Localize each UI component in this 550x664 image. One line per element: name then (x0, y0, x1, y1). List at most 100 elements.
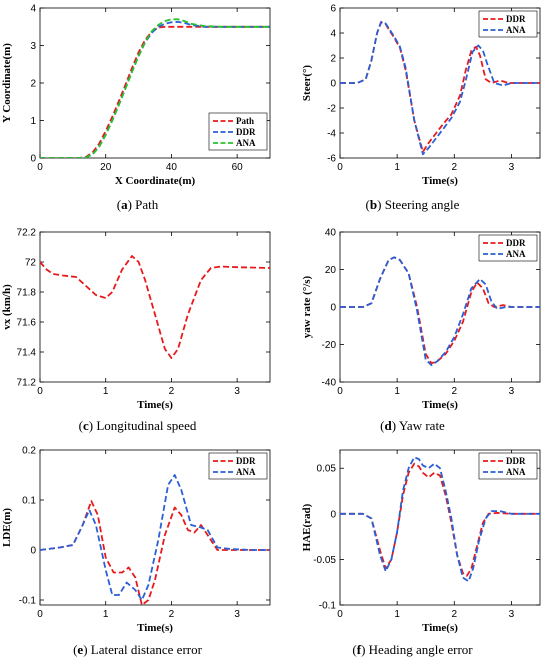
x-tick-label: 2 (452, 162, 458, 173)
y-tick-label: 0.05 (317, 464, 337, 475)
y-tick-label: 0.2 (22, 446, 36, 457)
y-tick-label: 40 (325, 228, 337, 239)
legend-entry: ANA (506, 25, 526, 35)
x-tick-label: 2 (169, 609, 175, 620)
caption-f: (f) Heading angle error (352, 642, 473, 657)
legend-entry: ANA (506, 467, 526, 477)
series-line-path (40, 25, 270, 158)
legend-entry: DDR (506, 238, 526, 248)
series-line-ana (340, 456, 540, 583)
caption-text: Heading angle error (368, 642, 473, 657)
x-tick-label: 3 (509, 609, 515, 620)
chart-panel-b: 0 1 2 3 -6 -4 -2 0 2 4 6 Time(s) Steer(°) DDR ANA (275, 0, 550, 198)
y-tick-label: 71.2 (17, 378, 37, 389)
y-tick-label: 0 (330, 303, 336, 314)
chart-svg-d: 0 1 2 3 -40 -20 0 20 40 Time(s) yaw rate (°/s) DDRA… (301, 228, 541, 411)
x-tick-label: 3 (509, 386, 515, 397)
x-tick-label: 1 (103, 386, 109, 397)
y-tick-label: 71.8 (17, 288, 37, 299)
x-tick-label: 20 (100, 162, 112, 173)
series-line-ana (40, 18, 270, 158)
caption-letter: f (356, 642, 362, 657)
y-tick-label: -40 (322, 378, 337, 389)
caption-letter: c (82, 418, 89, 433)
y-tick-label: -4 (327, 129, 336, 140)
x-tick-label: 0 (337, 162, 343, 173)
caption-text: Yaw rate (398, 418, 445, 433)
x-axis-label: Time(s) (137, 622, 173, 634)
y-axis-label: Y Coordinate(m) (1, 43, 13, 123)
x-tick-label: 60 (232, 162, 244, 173)
x-tick-label: 2 (452, 386, 458, 397)
x-tick-label: 40 (166, 162, 178, 173)
caption-c: (c) Longitudinal speed (78, 418, 197, 433)
x-axis-label: Time(s) (422, 175, 458, 187)
caption-a: (a) Path (116, 197, 159, 212)
y-tick-label: 71.6 (17, 318, 37, 329)
chart-panel-a: 0 20 40 60 0 1 2 3 4 X Coordinate(m) Y Coordinate(… (0, 0, 275, 198)
x-tick-label: 3 (234, 609, 240, 620)
x-tick-label: 0 (337, 609, 343, 620)
y-tick-label: 71.4 (17, 348, 37, 359)
y-tick-label: -20 (322, 340, 337, 351)
legend-entry: DDR (506, 14, 526, 24)
x-tick-label: 1 (394, 162, 400, 173)
y-axis-label: yaw rate (°/s) (301, 275, 313, 338)
series-line-ddr (40, 500, 270, 605)
x-tick-label: 0 (37, 609, 43, 620)
legend-entry: DDR (236, 456, 256, 466)
legend-entry: Path (236, 116, 254, 126)
y-axis-label: vx (km/h) (1, 284, 13, 330)
y-tick-label: 20 (325, 265, 337, 276)
chart-panel-c: 0 1 2 3 71.2 71.4 71.6 71.8 72 72.2 Time(s) vx (km/… (0, 220, 275, 422)
caption-letter: e (77, 642, 84, 657)
caption-text: Longitudinal speed (96, 418, 197, 433)
caption-letter: b (369, 197, 378, 212)
x-axis-label: Time(s) (422, 399, 458, 411)
x-tick-label: 2 (169, 386, 175, 397)
chart-panel-f: 0 1 2 3 -0.1 -0.05 0 0.05 Time(s) HAE(rad) DDR ANA (275, 440, 550, 645)
x-tick-label: 3 (234, 386, 240, 397)
chart-svg-a: 0 20 40 60 0 1 2 3 4 X Coordinate(m) Y Coordinate(… (1, 4, 271, 187)
caption-d: (d) Yaw rate (380, 418, 445, 433)
y-tick-label: 6 (330, 4, 336, 15)
y-tick-label: 2 (30, 79, 36, 90)
x-tick-label: 0 (37, 162, 43, 173)
plot-area (39, 231, 271, 383)
y-axis-label: LDE(m) (1, 508, 13, 547)
chart-panel-e: 0 1 2 3 -0.1 0 0.1 0.2 Time(s) LDE(m) DDR ANA (0, 440, 275, 645)
legend-entry: ANA (236, 467, 256, 477)
series-line-ana (340, 20, 540, 156)
legend-entry: DDR (236, 127, 256, 137)
legend-entry: ANA (236, 138, 256, 148)
x-tick-label: 1 (394, 386, 400, 397)
chart-svg-c: 0 1 2 3 71.2 71.4 71.6 71.8 72 72.2 Time(s) vx (km/… (1, 228, 271, 411)
y-tick-label: 3 (30, 41, 36, 52)
x-axis-label: Time(s) (137, 399, 173, 411)
y-tick-label: 0 (330, 79, 336, 90)
caption-text: Steering angle (384, 197, 460, 212)
y-tick-label: 0.1 (22, 496, 36, 507)
x-axis-label: X Coordinate(m) (115, 175, 196, 187)
caption-letter: a (121, 197, 128, 212)
x-tick-label: 0 (337, 386, 343, 397)
y-tick-label: -0.05 (313, 555, 336, 566)
y-tick-label: 4 (330, 29, 336, 40)
x-axis-label: Time(s) (422, 622, 458, 634)
y-tick-label: 2 (330, 54, 336, 65)
series-line-ana (340, 256, 540, 367)
y-tick-label: 0 (30, 546, 36, 557)
x-tick-label: 1 (103, 609, 109, 620)
series-line-vx (40, 255, 270, 359)
y-tick-label: 4 (30, 4, 36, 15)
y-tick-label: 0 (330, 509, 336, 520)
y-tick-label: 72.2 (17, 228, 37, 239)
y-tick-label: -0.1 (319, 601, 337, 612)
